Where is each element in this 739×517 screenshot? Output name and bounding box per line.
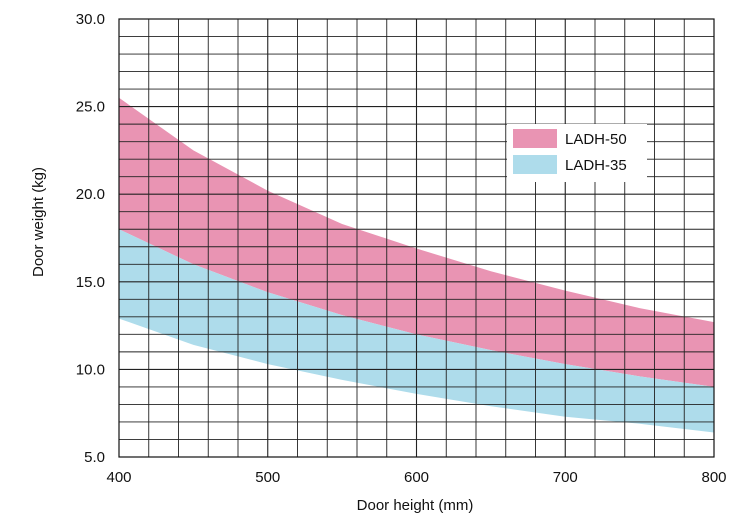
y-tick-label: 15.0 (76, 274, 105, 291)
y-tick-label: 5.0 (84, 449, 105, 466)
x-tick-label: 600 (404, 469, 429, 486)
grid-layer (119, 19, 714, 457)
x-tick-label: 700 (553, 469, 578, 486)
x-tick-label: 800 (701, 469, 726, 486)
y-tick-label: 10.0 (76, 361, 105, 378)
y-tick-label: 25.0 (76, 99, 105, 116)
legend-swatch-ladh-35 (513, 155, 557, 174)
y-tick-labels: 5.0 10.0 15.0 20.0 25.0 30.0 (76, 11, 105, 466)
y-tick-label: 30.0 (76, 11, 105, 28)
y-tick-label: 20.0 (76, 186, 105, 203)
legend-label-ladh-35: LADH-35 (565, 157, 627, 174)
y-axis-title: Door weight (kg) (30, 167, 47, 277)
x-axis-title: Door height (mm) (357, 497, 474, 514)
plot-frame (118, 18, 715, 458)
x-tick-label: 500 (255, 469, 280, 486)
legend-label-ladh-50: LADH-50 (565, 131, 627, 148)
x-tick-label: 400 (106, 469, 131, 486)
legend-swatch-ladh-50 (513, 129, 557, 148)
legend: LADH-50 LADH-35 (507, 124, 647, 182)
x-tick-labels: 400 500 600 700 800 (106, 469, 726, 486)
